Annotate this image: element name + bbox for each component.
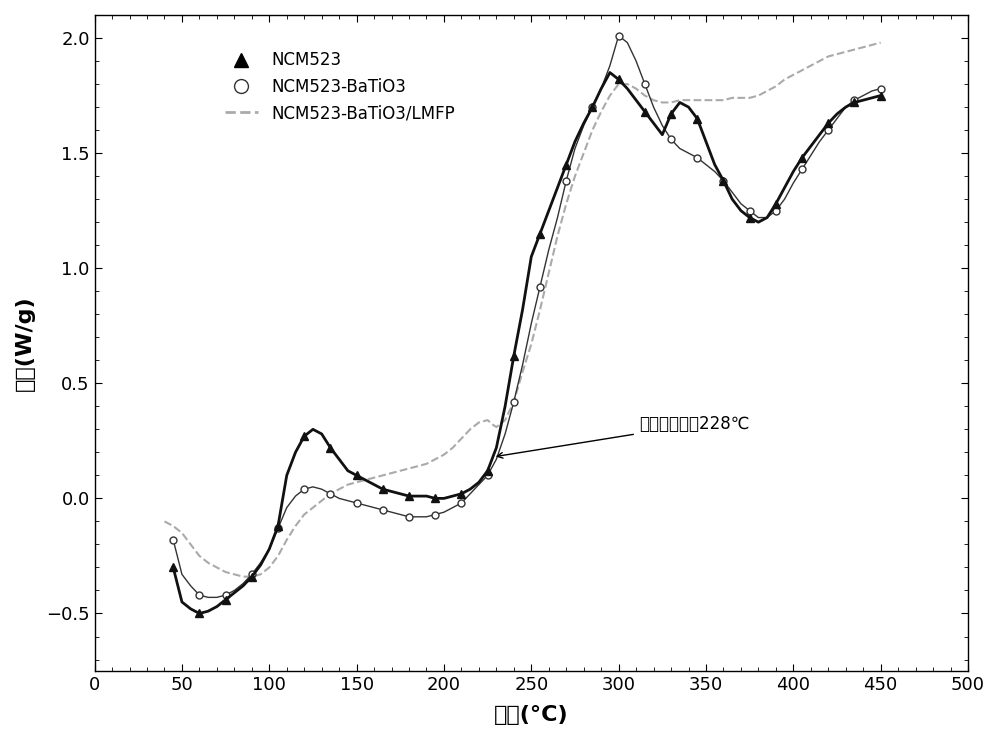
Y-axis label: 热流(W/g): 热流(W/g) xyxy=(15,295,35,391)
Legend: NCM523, NCM523-BaTiO3, NCM523-BaTiO3/LMFP: NCM523, NCM523-BaTiO3, NCM523-BaTiO3/LMF… xyxy=(216,43,464,130)
X-axis label: 温度(°C): 温度(°C) xyxy=(494,705,569,725)
Text: 放热起始温度228℃: 放热起始温度228℃ xyxy=(640,415,750,434)
